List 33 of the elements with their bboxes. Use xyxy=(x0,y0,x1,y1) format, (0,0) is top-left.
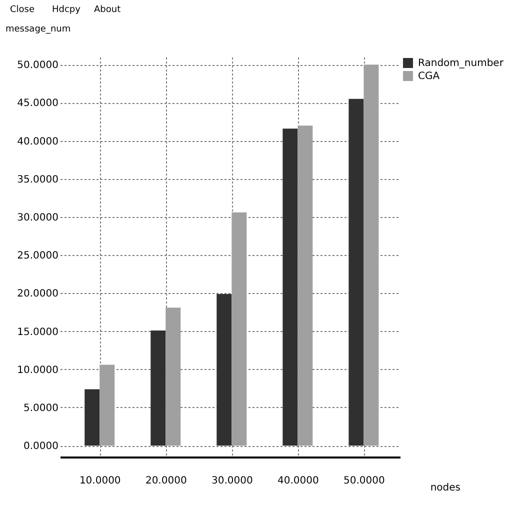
text: Close xyxy=(10,5,35,15)
y-tick-label: 35.0000 xyxy=(17,174,58,186)
bar xyxy=(100,364,115,446)
x-tick-label: 50.0000 xyxy=(344,476,385,486)
bar xyxy=(298,126,313,446)
x-tick-label: 10.0000 xyxy=(79,476,121,486)
bar xyxy=(348,98,364,446)
y-tick-label: 5.0000 xyxy=(24,402,58,414)
y-tick-label: 15.0000 xyxy=(17,326,58,338)
x-tick-label: 40.0000 xyxy=(277,476,319,486)
y-tick-label: 0.0000 xyxy=(24,441,58,452)
y-tick-label: 30.0000 xyxy=(17,212,58,224)
bar xyxy=(282,128,298,446)
x-axis-title: nodes xyxy=(430,482,460,494)
bar xyxy=(166,308,181,446)
y-axis-title: message_num xyxy=(6,24,71,34)
legend-label: Random_number xyxy=(418,58,504,69)
y-tick-label: 40.0000 xyxy=(17,136,58,148)
text: About xyxy=(94,5,122,15)
y-tick-label: 45.0000 xyxy=(17,98,58,110)
x-tick-label: 30.0000 xyxy=(211,476,253,486)
y-tick-label: 20.0000 xyxy=(17,288,58,300)
y-tick-label: 25.0000 xyxy=(17,250,58,262)
x-tick-label: 20.0000 xyxy=(145,476,187,486)
bar xyxy=(216,294,232,446)
bar xyxy=(364,64,379,446)
bar xyxy=(150,330,166,446)
bar xyxy=(232,212,247,446)
legend-label: CGA xyxy=(418,71,440,82)
bar xyxy=(84,389,100,446)
text: Hdcpy xyxy=(52,5,82,15)
y-tick-label: 10.0000 xyxy=(17,364,58,376)
y-tick-label: 50.0000 xyxy=(17,60,58,72)
